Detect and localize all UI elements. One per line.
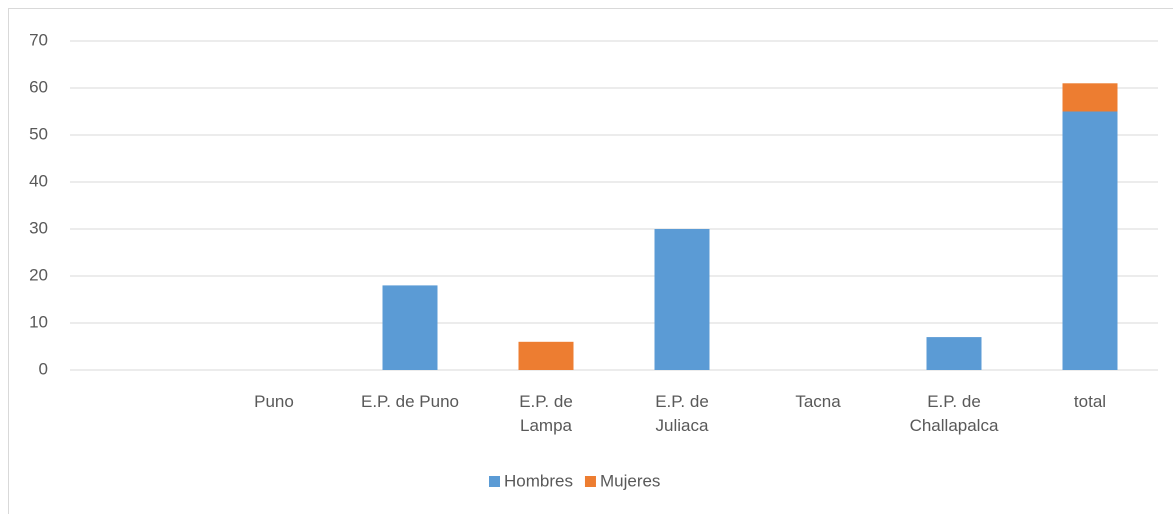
x-tick-label: E.P. de Challapalca [909,392,999,435]
bar [382,285,438,370]
x-tick-label: E.P. de Lampa [519,392,573,435]
chart-border [8,8,1173,514]
y-tick-label: 30 [29,218,48,237]
x-tick-label: E.P. de Juliaca [655,392,709,435]
y-tick-label: 50 [29,124,48,143]
y-tick-label: 60 [29,77,48,96]
y-tick-label: 20 [29,265,48,284]
y-tick-label: 10 [29,312,48,331]
y-tick-label: 70 [29,30,48,49]
bar [926,337,982,370]
legend-swatch [584,476,596,487]
legend-label: Hombres [504,471,573,490]
y-tick-label: 0 [39,359,48,378]
legend-swatch [489,476,500,487]
legend-label: Mujeres [600,471,660,490]
bar [654,229,710,370]
bar [1062,83,1118,112]
y-tick-label: 40 [29,171,48,190]
x-tick-label: Tacna [795,392,841,411]
x-tick-label: Puno [254,392,294,411]
bar [518,341,574,370]
x-tick-label: total [1073,392,1107,411]
bar [1062,111,1118,370]
x-tick-label: E.P. de Puno [361,392,459,411]
